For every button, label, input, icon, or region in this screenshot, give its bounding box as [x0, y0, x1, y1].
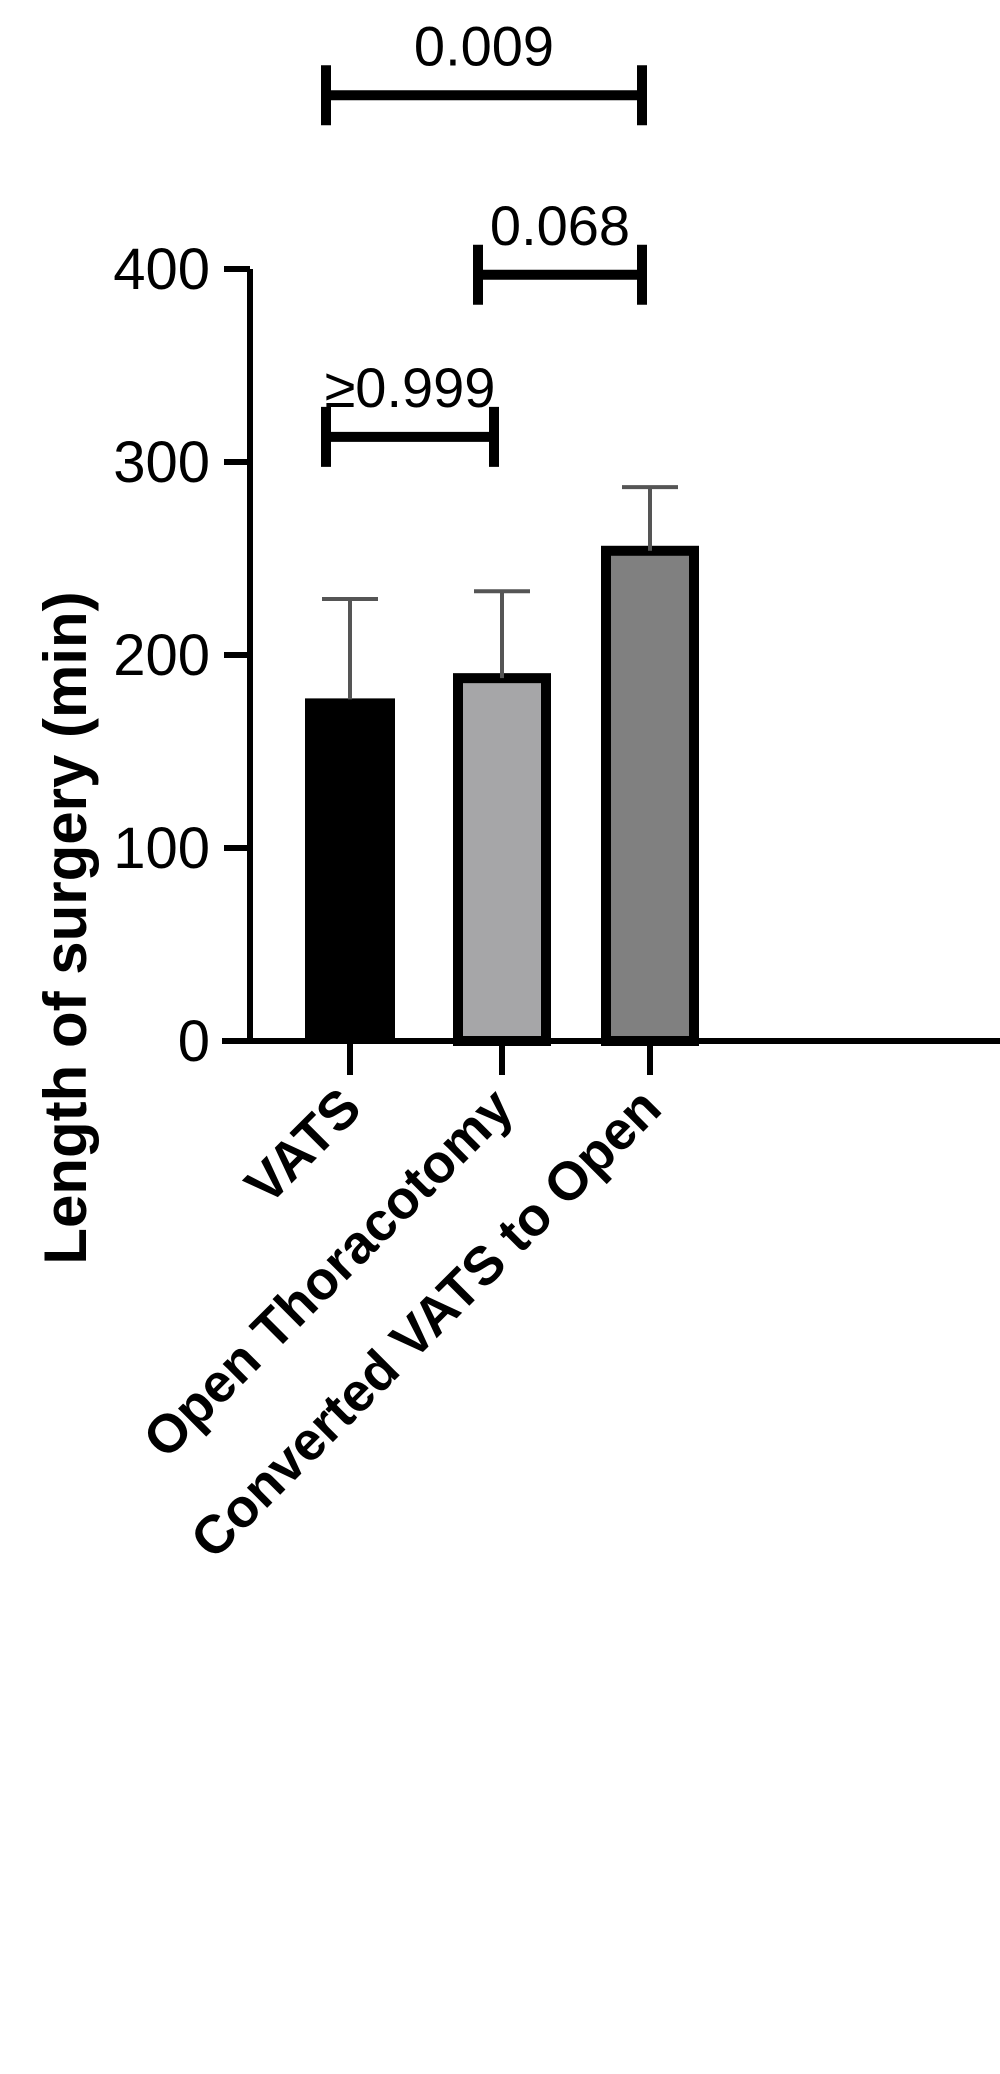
y-tick-label: 200 [113, 623, 210, 688]
bar-vats [305, 698, 395, 1042]
bar-open-thoracotomy [453, 673, 551, 1046]
y-tick-label: 300 [113, 430, 210, 495]
p-value-label: ≥0.999 [325, 356, 496, 419]
y-tick-label: 0 [178, 1009, 210, 1074]
y-tick-label: 100 [113, 816, 210, 881]
x-tick-label: VATS [234, 1077, 373, 1216]
y-axis-label: Length of surgery (min) [32, 591, 99, 1264]
bar-converted-vats-to-open [601, 545, 699, 1047]
p-value-label: 0.068 [490, 194, 630, 257]
y-tick-label: 400 [113, 237, 210, 302]
p-value-label: 0.009 [414, 14, 554, 77]
